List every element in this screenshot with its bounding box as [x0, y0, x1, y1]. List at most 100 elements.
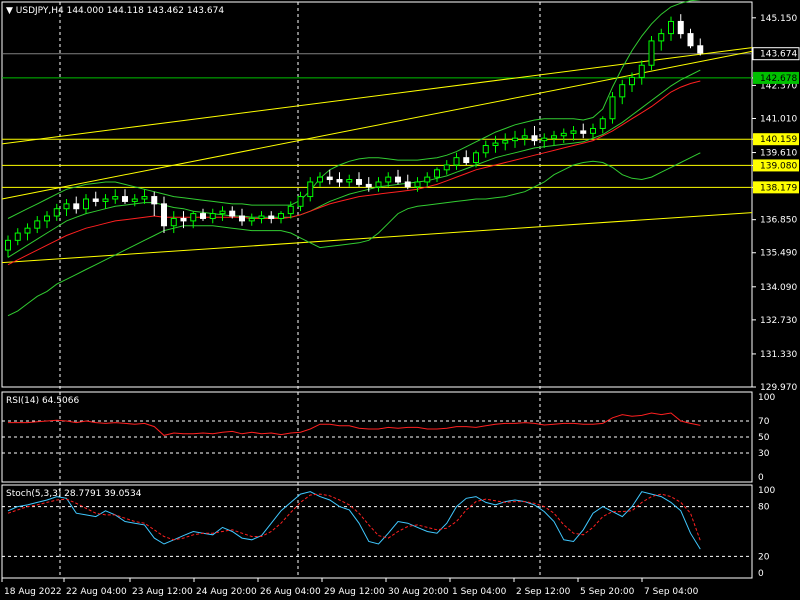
candle-body: [336, 179, 343, 183]
candle-body: [473, 152, 479, 164]
current-price-box: [752, 47, 800, 61]
candle-body: [102, 198, 109, 202]
candle-body: [375, 181, 382, 188]
time-tick-label: 29 Aug 12:00: [324, 587, 385, 597]
candle-body: [677, 20, 684, 35]
time-tick-label: 23 Aug 12:00: [132, 587, 193, 597]
price-tick-label: 135.490: [760, 249, 797, 259]
stoch-tick-label: 0: [758, 569, 764, 579]
candle-body: [239, 215, 245, 222]
candle-body: [658, 33, 665, 42]
time-tick-label: 22 Aug 04:00: [66, 587, 127, 597]
rsi-label: RSI(14) 64.5066: [6, 396, 79, 406]
candle-body: [83, 198, 89, 210]
chart-title: ▼ USDJPY,H4 144.000 144.118 143.462 143.…: [6, 6, 224, 16]
candle-body: [443, 164, 450, 171]
price-tick-label: 142.370: [760, 81, 797, 91]
candle-body: [521, 135, 528, 139]
level-box: [753, 181, 799, 194]
candle-body: [44, 215, 50, 222]
time-tick-label: 1 Sep 04:00: [452, 587, 507, 597]
candle-body: [434, 169, 440, 178]
candle-body: [248, 217, 255, 222]
candle-body: [629, 76, 635, 86]
candle-body: [492, 142, 499, 146]
candle-body: [229, 210, 236, 217]
candle-body: [395, 176, 401, 183]
candle-body: [512, 137, 518, 142]
time-tick-label: 24 Aug 20:00: [196, 587, 257, 597]
time-tick-label: 2 Sep 12:00: [516, 587, 571, 597]
candle-body: [34, 220, 41, 229]
candle-body: [190, 213, 197, 222]
bollinger-lower-line: [7, 152, 701, 317]
candle-body: [590, 127, 596, 134]
candle-body: [365, 183, 372, 188]
rsi-tick-label: 30: [758, 449, 770, 459]
candle-body: [141, 196, 148, 200]
candle-body: [5, 239, 11, 251]
stoch-signal-line: [7, 493, 701, 541]
rsi-line: [8, 412, 701, 436]
candle-body: [122, 196, 128, 202]
candle-body: [170, 217, 177, 227]
candle-body: [541, 137, 548, 142]
candle-body: [131, 198, 138, 202]
candle-body: [346, 179, 353, 183]
main-panel-border: [1, 1, 753, 388]
candle-body: [92, 198, 99, 202]
candle-body: [180, 217, 187, 222]
price-tick-label: 129.970: [760, 383, 797, 393]
candle-body: [638, 64, 645, 78]
candle-body: [424, 176, 431, 183]
level-box: [753, 133, 799, 146]
time-tick-label: 26 Aug 04:00: [260, 587, 321, 597]
bollinger-middle-line: [7, 69, 701, 258]
candle-body: [258, 215, 265, 219]
rsi-tick-label: 70: [758, 417, 770, 427]
stoch-tick-label: 100: [758, 486, 775, 496]
candle-body: [453, 157, 460, 166]
candle-body: [668, 20, 674, 35]
time-tick-label: 18 Aug 2022: [4, 587, 62, 597]
time-tick-label: 30 Aug 20:00: [388, 587, 449, 597]
candle-body: [648, 40, 655, 66]
candle-body: [356, 179, 362, 185]
level-label: 142.678: [760, 74, 797, 84]
candle-body: [53, 208, 60, 217]
stoch-tick-label: 80: [758, 503, 770, 513]
candle-body: [14, 232, 21, 241]
candle-body: [24, 227, 31, 234]
candle-body: [697, 45, 704, 54]
stoch-tick-label: 20: [758, 552, 770, 562]
stoch-main-line: [7, 491, 701, 550]
stoch-panel-border: [1, 484, 753, 579]
candle-body: [502, 140, 509, 144]
candle-body: [326, 176, 333, 181]
candle-body: [63, 203, 70, 210]
rsi-tick-label: 50: [758, 433, 770, 443]
candle-body: [404, 181, 411, 188]
price-tick-label: 145.150: [760, 14, 797, 24]
level-box: [753, 159, 799, 172]
candle-body: [151, 196, 158, 205]
candle-body: [385, 176, 392, 183]
candle-body: [200, 213, 206, 219]
price-tick-label: 134.090: [760, 283, 797, 293]
candle-body: [687, 33, 694, 47]
time-tick-label: 7 Sep 04:00: [644, 587, 699, 597]
candle-body: [609, 96, 616, 120]
candle-body: [307, 181, 314, 198]
candle-body: [570, 130, 577, 134]
level-label: 139.080: [760, 161, 797, 171]
price-tick-label: 141.010: [760, 114, 797, 124]
candle-body: [317, 176, 323, 183]
candle-body: [278, 213, 284, 219]
candle-body: [268, 215, 275, 219]
candle-body: [297, 196, 304, 207]
candle-body: [112, 196, 119, 200]
stoch-label: Stoch(5,3,3) 28.7791 39.0534: [6, 489, 142, 499]
price-tick-label: 132.730: [760, 316, 797, 326]
candle-body: [463, 157, 470, 164]
